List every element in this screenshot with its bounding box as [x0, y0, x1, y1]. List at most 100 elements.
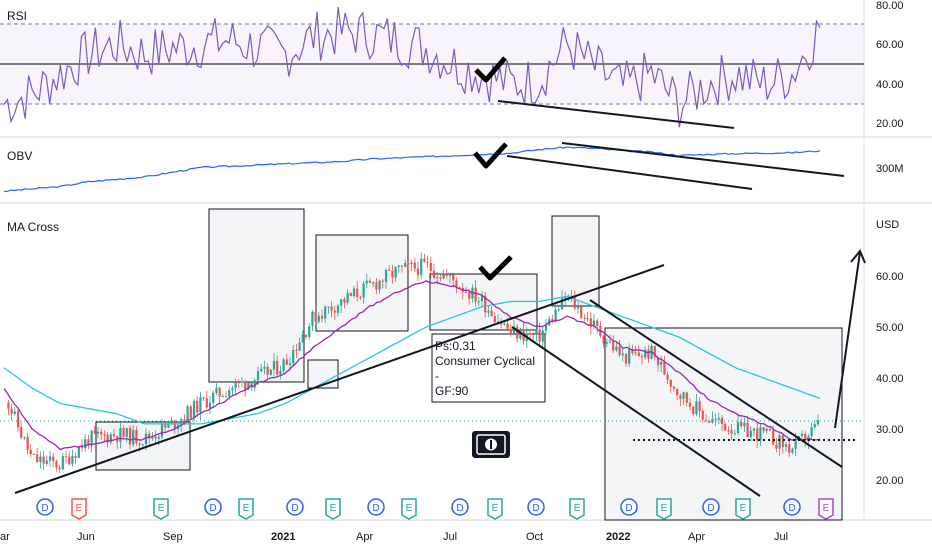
rsi-tick-label: 80.00 [876, 0, 904, 12]
earnings-marker-badge [487, 498, 503, 520]
highlight-box-2 [208, 208, 305, 383]
candle-body [608, 341, 612, 343]
earnings-marker[interactable]: E [818, 498, 834, 520]
candle-body [148, 433, 151, 439]
candle-body [708, 420, 711, 423]
candle-body [23, 436, 26, 438]
candle-body [93, 430, 96, 434]
candle-body [263, 366, 266, 369]
candle-body [570, 295, 573, 298]
rsi-panel-label: RSI [7, 9, 28, 23]
candle-body [32, 453, 36, 455]
candle-body [762, 427, 765, 431]
candle-body [618, 346, 621, 356]
candle-body [215, 387, 218, 393]
candle-body [656, 357, 660, 365]
candle-body [397, 265, 400, 268]
candle-body [554, 309, 557, 322]
earnings-marker-badge [238, 498, 254, 520]
annotation-dash: - [435, 369, 439, 383]
candle-body [266, 366, 269, 375]
earnings-marker[interactable]: E [569, 498, 585, 520]
candle-body [295, 349, 298, 351]
candle-body [474, 287, 477, 302]
candle-body [605, 342, 608, 344]
candle-body [647, 349, 650, 359]
dividend-marker-badge [367, 498, 385, 516]
x-axis-label: Apr [356, 531, 373, 543]
candle-body [304, 334, 308, 337]
earnings-marker[interactable]: E [238, 498, 254, 520]
earnings-marker[interactable]: E [487, 498, 503, 520]
candle-body [378, 280, 381, 290]
candle-body [775, 444, 778, 449]
candle-body [672, 386, 676, 389]
candle-body [330, 306, 333, 311]
candle-body [634, 352, 637, 354]
candle-body [394, 267, 397, 278]
highlight-box-6 [551, 215, 600, 307]
event-marker-letter: E [823, 503, 830, 514]
annotation-box [431, 333, 546, 403]
candle-body [224, 396, 228, 398]
earnings-marker[interactable]: E [153, 498, 169, 520]
candle-body [714, 418, 717, 420]
dividend-marker[interactable]: D [451, 498, 469, 516]
candle-body [756, 428, 759, 441]
trendline-obv-lower [506, 155, 753, 190]
candle-body [119, 428, 122, 442]
candle-body [260, 368, 263, 372]
candle-body [733, 433, 736, 435]
candle-body [740, 422, 743, 427]
dividend-marker[interactable]: D [36, 498, 54, 516]
dividend-marker[interactable]: D [367, 498, 385, 516]
candle-body [359, 296, 362, 298]
candle-body [743, 422, 746, 427]
dividend-marker[interactable]: D [620, 498, 638, 516]
candle-body [426, 262, 429, 263]
candle-body [602, 335, 605, 344]
event-marker-letter: D [456, 503, 463, 514]
dividend-marker[interactable]: D [527, 498, 545, 516]
candle-body [282, 359, 285, 371]
candle-body [247, 382, 250, 390]
annotation-sector: Consumer Cyclical [435, 354, 536, 368]
candle-body [676, 388, 679, 396]
ma-fast-line [3, 280, 821, 451]
dividend-marker[interactable]: D [286, 498, 304, 516]
earnings-marker[interactable]: E [735, 498, 751, 520]
candle-body [413, 262, 416, 269]
candle-body [685, 392, 688, 403]
event-marker-letter: E [406, 503, 413, 514]
candle-body [730, 430, 733, 434]
candle-body [29, 449, 32, 454]
candle-body [535, 329, 538, 335]
dividend-marker[interactable]: D [204, 498, 222, 516]
candle-body [788, 444, 791, 453]
candle-body [580, 306, 583, 318]
candle-body [311, 311, 314, 326]
earnings-marker[interactable]: E [71, 498, 87, 520]
candle-body [736, 422, 740, 434]
dividend-marker[interactable]: D [702, 498, 720, 516]
earnings-marker[interactable]: E [401, 498, 417, 520]
earnings-marker[interactable]: E [325, 498, 341, 520]
price-tick-label: 50.00 [876, 322, 904, 334]
x-axis-label: Apr [688, 531, 705, 543]
candle-body [84, 439, 87, 449]
candle-body [13, 411, 16, 414]
candle-body [186, 406, 189, 421]
dividend-marker[interactable]: D [783, 498, 801, 516]
candle-body [794, 438, 797, 449]
candle-body [285, 359, 288, 365]
candle-body [701, 410, 704, 420]
candle-body [180, 419, 183, 426]
check-mark-icon [473, 142, 508, 169]
earnings-marker[interactable]: E [656, 498, 672, 520]
candle-body [141, 444, 144, 446]
candle-body [445, 274, 448, 276]
candle-body [128, 428, 132, 445]
trendline-rsi-divergence [497, 100, 735, 129]
candle-body [256, 371, 260, 381]
